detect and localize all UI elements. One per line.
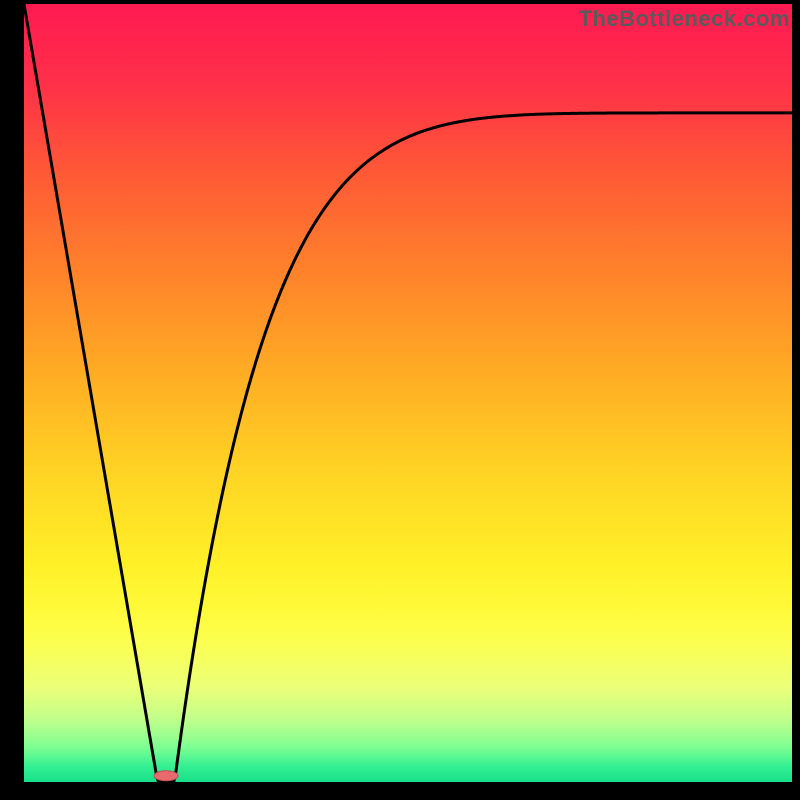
optimum-marker [154, 771, 178, 781]
plot-area [24, 4, 792, 782]
gradient-background [24, 4, 792, 782]
watermark: TheBottleneck.com [579, 6, 790, 32]
chart-frame: TheBottleneck.com [0, 0, 800, 800]
plot-svg [24, 4, 792, 782]
